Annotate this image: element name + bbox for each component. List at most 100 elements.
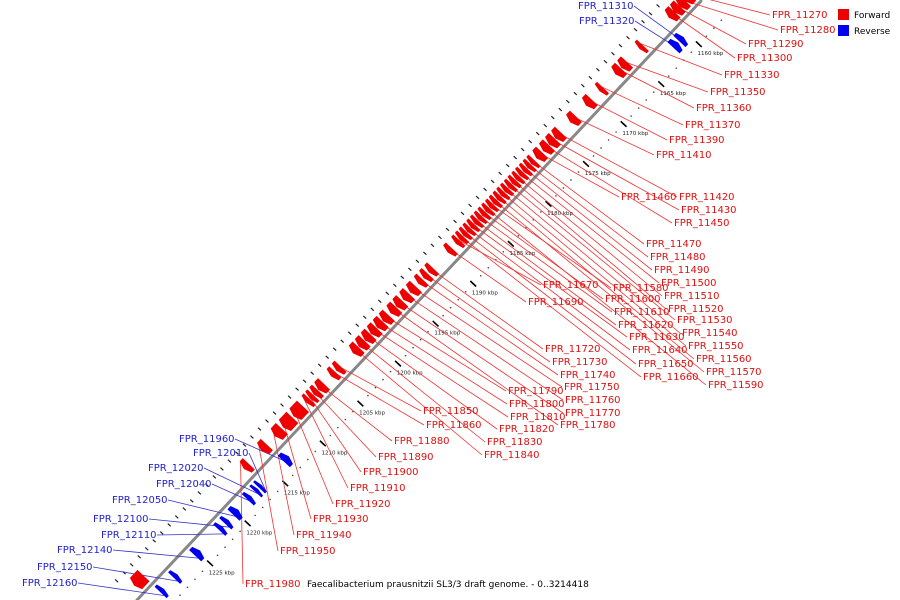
- gene-label-fpr_11600: FPR_11600: [605, 294, 661, 305]
- forward-gene-fpr_11450: [539, 139, 555, 155]
- leader-line-fpr_11740: [414, 275, 559, 376]
- minor-tick-dot: [269, 498, 271, 501]
- leader-line-fpr_11780: [387, 304, 559, 426]
- forward-gene-fpr_11300: [664, 6, 681, 22]
- leader-line-fpr_11920: [292, 405, 334, 505]
- minor-tick-dot: [667, 75, 670, 77]
- forward-gene-fpr_11480: [522, 158, 537, 173]
- forward-gene-fpr_11650: [458, 226, 473, 241]
- minor-tick-dot: [427, 330, 429, 333]
- minor-tick-dot: [540, 211, 542, 213]
- leader-line-fpr_11770: [393, 298, 564, 414]
- minor-tick-mark: [453, 219, 457, 224]
- minor-tick-mark: [573, 91, 578, 96]
- leader-line-fpr_11650: [459, 228, 637, 365]
- gene-label-fpr_12160: FPR_12160: [22, 578, 78, 589]
- minor-tick-mark: [212, 475, 217, 479]
- minor-tick-dot: [630, 115, 632, 117]
- forward-gene-fpr_11690: [443, 242, 458, 257]
- gene-label-fpr_11650: FPR_11650: [638, 359, 694, 370]
- minor-tick-mark: [385, 291, 390, 296]
- minor-tick-mark: [558, 107, 563, 112]
- minor-tick-dot: [231, 538, 234, 541]
- major-tick: [544, 200, 552, 208]
- tick-label: 1220 kbp: [246, 530, 272, 536]
- leader-line-fpr_11430: [545, 135, 680, 211]
- forward-gene-fpr_11920: [289, 400, 310, 420]
- minor-tick-mark: [550, 115, 555, 120]
- gene-label-fpr_11920: FPR_11920: [335, 499, 391, 510]
- gene-label-fpr_12050: FPR_12050: [112, 495, 168, 506]
- minor-tick-mark: [400, 275, 405, 280]
- gene-label-fpr_11960: FPR_11960: [179, 434, 235, 445]
- gene-label-fpr_11590: FPR_11590: [708, 380, 764, 391]
- minor-tick-mark: [197, 491, 202, 495]
- leader-line-fpr_11500: [515, 168, 660, 284]
- minor-tick-mark: [445, 227, 450, 232]
- minor-tick-mark: [430, 243, 435, 248]
- gene-label-fpr_11290: FPR_11290: [748, 39, 804, 50]
- gene-label-fpr_11740: FPR_11740: [560, 370, 616, 381]
- major-tick: [432, 320, 440, 328]
- tick-label: 1225 kbp: [209, 570, 235, 576]
- gene-label-fpr_11980: FPR_11980: [245, 579, 301, 590]
- minor-tick-dot: [337, 426, 339, 429]
- minor-tick-dot: [690, 51, 693, 53]
- gene-label-fpr_11330: FPR_11330: [724, 70, 780, 81]
- minor-tick-dot: [194, 578, 196, 581]
- gene-label-fpr_11530: FPR_11530: [677, 315, 733, 326]
- reverse-gene-fpr_11310: [673, 32, 689, 48]
- tick-label: 1215 kbp: [284, 490, 310, 496]
- minor-tick-dot: [329, 434, 332, 437]
- tick-label: 1170 kbp: [622, 131, 648, 137]
- reverse-gene-fpr_12010: [253, 480, 267, 494]
- minor-tick-dot: [502, 251, 505, 253]
- minor-tick-dot: [570, 179, 572, 181]
- minor-tick-dot: [299, 466, 302, 469]
- minor-tick-dot: [592, 155, 595, 157]
- gene-label-fpr_11890: FPR_11890: [378, 452, 434, 463]
- minor-tick-dot: [457, 298, 459, 301]
- reverse-gene-fpr_12040: [241, 491, 256, 506]
- forward-gene-fpr_11910: [301, 393, 316, 408]
- leader-line-fpr_11270: [709, 0, 771, 16]
- leader-line-fpr_11490: [519, 164, 653, 271]
- forward-gene-fpr_11810: [366, 322, 383, 338]
- minor-tick-dot: [600, 147, 602, 149]
- minor-tick-dot: [224, 546, 226, 549]
- leader-line-fpr_12040: [211, 483, 256, 504]
- gene-label-fpr_11730: FPR_11730: [552, 357, 608, 368]
- major-tick: [657, 80, 665, 88]
- minor-tick-dot: [179, 594, 181, 597]
- minor-tick-mark: [280, 403, 284, 407]
- forward-gene-fpr_11670: [451, 234, 466, 249]
- minor-tick-mark: [565, 99, 570, 104]
- minor-tick-mark: [257, 427, 262, 431]
- gene-label-fpr_11370: FPR_11370: [685, 120, 741, 131]
- forward-gene-fpr_11530: [503, 178, 519, 193]
- leader-line-fpr_11450: [539, 142, 673, 224]
- gene-label-fpr_11300: FPR_11300: [737, 53, 793, 64]
- forward-gene-fpr_11390: [581, 93, 598, 110]
- forward-gene-fpr_11430: [545, 132, 561, 149]
- minor-tick-dot: [449, 306, 452, 309]
- leader-line-fpr_11980: [240, 460, 244, 585]
- forward-gene-fpr_11890: [309, 384, 325, 399]
- legend-swatch-reverse: [838, 25, 849, 36]
- gene-label-fpr_12040: FPR_12040: [156, 479, 212, 490]
- minor-tick-mark: [167, 523, 172, 527]
- forward-gene-fpr_11850: [331, 360, 347, 375]
- minor-tick-mark: [310, 371, 315, 375]
- minor-tick-dot: [705, 35, 708, 37]
- reverse-gene-fpr_12020: [249, 484, 264, 498]
- gene-label-fpr_12020: FPR_12020: [148, 463, 204, 474]
- minor-tick-mark: [370, 307, 375, 312]
- forward-gene-fpr_11760: [399, 287, 416, 304]
- minor-tick-dot: [216, 554, 219, 557]
- minor-tick-mark: [242, 443, 247, 447]
- minor-tick-mark: [250, 435, 254, 439]
- forward-gene-fpr_11830: [354, 335, 371, 351]
- gene-label-fpr_12010: FPR_12010: [193, 448, 249, 459]
- minor-tick-mark: [505, 163, 510, 168]
- minor-tick-dot: [389, 370, 392, 373]
